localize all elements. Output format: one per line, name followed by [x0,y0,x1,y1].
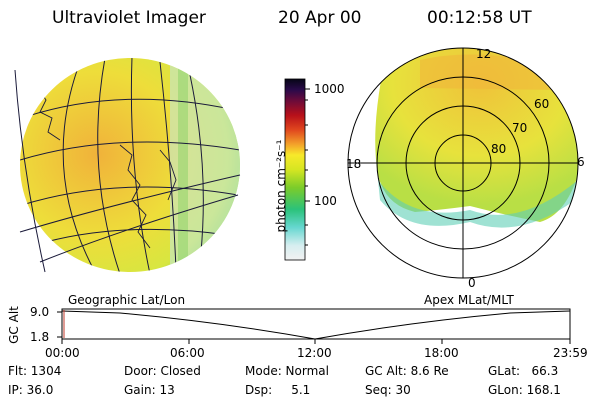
date-label: 20 Apr 00 [278,8,362,28]
polar-plot [347,47,579,279]
lat-label-60: 60 [534,97,550,111]
colorbar-tick-1000: 1000 [314,82,345,96]
info-flt: Flt: 1304 [8,364,62,378]
info-door: Door: Closed [124,364,201,378]
info-glat: GLat: 66.3 [488,364,559,378]
geographic-globe [14,58,241,273]
x-tick-1200: 12:00 [297,346,332,360]
instrument-title: Ultraviolet Imager [52,8,206,28]
info-seq: Seq: 30 [365,383,411,397]
mlt-label-6: 6 [577,155,585,169]
x-tick-0000: 00:00 [45,346,80,360]
info-gain: Gain: 13 [124,383,175,397]
altitude-plot [57,308,571,344]
alt-tick-1-8: 1.8 [30,330,50,344]
alt-axis-label: GC Alt [7,306,21,344]
info-glon: GLon: 168.1 [488,383,561,397]
info-gc-alt: GC Alt: 8.6 Re [365,364,449,378]
mlt-label-0: 0 [468,276,476,290]
x-tick-2359: 23:59 [553,346,588,360]
x-tick-1800: 18:00 [424,346,459,360]
info-dsp: Dsp: 5.1 [245,383,311,397]
info-ip: IP: 36.0 [8,383,54,397]
colorbar-tick-100: 100 [314,194,337,208]
lat-label-70: 70 [512,121,528,135]
mlt-label-12: 12 [476,47,492,61]
x-tick-0600: 06:00 [170,346,205,360]
lat-label-80: 80 [491,142,507,156]
alt-tick-9: 9.0 [30,305,50,319]
info-mode: Mode: Normal [245,364,329,378]
colorbar [284,78,310,261]
time-label: 00:12:58 UT [427,8,532,28]
apex-panel-label: Apex MLat/MLT [424,293,514,307]
mlt-label-18: 18 [346,157,362,171]
colorbar-unit-label: photon cm⁻²s⁻¹ [274,139,288,233]
geographic-panel-label: Geographic Lat/Lon [68,293,186,307]
